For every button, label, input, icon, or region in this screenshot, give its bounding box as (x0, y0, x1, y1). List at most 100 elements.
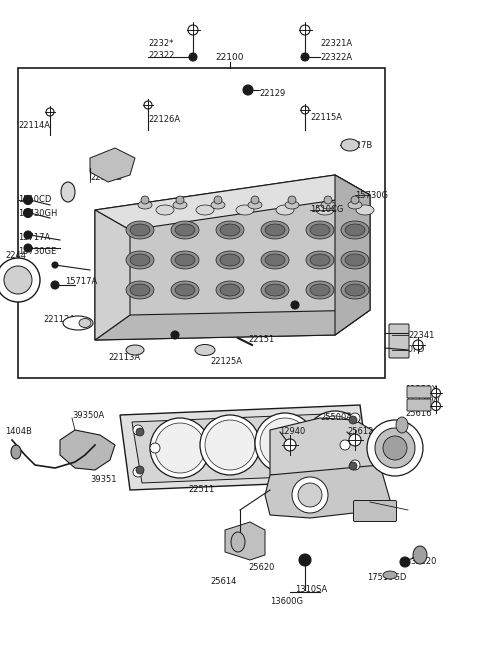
Circle shape (136, 428, 144, 436)
Ellipse shape (126, 345, 144, 355)
Text: 12940: 12940 (279, 428, 305, 436)
Ellipse shape (126, 251, 154, 269)
Text: 22126A: 22126A (148, 116, 180, 124)
Ellipse shape (285, 201, 299, 209)
FancyBboxPatch shape (353, 501, 396, 522)
Bar (18, 68, 385, 378)
Circle shape (367, 420, 423, 476)
Circle shape (284, 439, 296, 451)
Ellipse shape (126, 221, 154, 239)
Ellipse shape (130, 254, 150, 266)
Ellipse shape (276, 205, 294, 215)
Text: 22151: 22151 (248, 336, 274, 344)
Circle shape (176, 196, 184, 204)
Text: 22127B: 22127B (340, 141, 372, 150)
Ellipse shape (310, 224, 330, 236)
Circle shape (291, 301, 299, 309)
Polygon shape (95, 210, 130, 340)
Circle shape (150, 443, 160, 453)
Polygon shape (120, 405, 370, 490)
Circle shape (349, 462, 357, 470)
Circle shape (52, 262, 58, 268)
FancyBboxPatch shape (389, 324, 409, 358)
Ellipse shape (126, 281, 154, 299)
Text: 22100: 22100 (216, 53, 244, 62)
Circle shape (324, 196, 332, 204)
Circle shape (375, 428, 415, 468)
Circle shape (141, 196, 149, 204)
Circle shape (260, 418, 310, 468)
Ellipse shape (310, 284, 330, 296)
Ellipse shape (216, 221, 244, 239)
Ellipse shape (265, 284, 285, 296)
FancyBboxPatch shape (407, 386, 431, 398)
Ellipse shape (171, 221, 199, 239)
Text: 39351: 39351 (90, 476, 117, 484)
Text: 22341: 22341 (408, 330, 434, 340)
Text: 1510CG: 1510CG (310, 206, 343, 214)
Ellipse shape (383, 571, 397, 579)
Ellipse shape (265, 254, 285, 266)
Ellipse shape (341, 139, 359, 151)
Circle shape (51, 281, 59, 289)
Circle shape (350, 460, 360, 470)
Ellipse shape (195, 344, 215, 355)
Circle shape (340, 440, 350, 450)
Polygon shape (95, 310, 370, 340)
Ellipse shape (356, 205, 374, 215)
Circle shape (136, 466, 144, 474)
Ellipse shape (261, 221, 289, 239)
Ellipse shape (171, 251, 199, 269)
Ellipse shape (220, 284, 240, 296)
Circle shape (243, 85, 253, 95)
Circle shape (292, 477, 328, 513)
Text: 2232*: 2232* (148, 39, 173, 47)
Text: 25500A: 25500A (320, 413, 352, 422)
Text: 22129: 22129 (259, 89, 285, 97)
Circle shape (251, 196, 259, 204)
Text: 15717A: 15717A (65, 277, 97, 286)
Circle shape (350, 413, 360, 423)
Polygon shape (270, 418, 380, 475)
Text: 15730G: 15730G (355, 191, 388, 200)
Ellipse shape (175, 224, 195, 236)
Ellipse shape (171, 281, 199, 299)
Ellipse shape (79, 319, 91, 327)
Circle shape (188, 25, 198, 35)
Circle shape (310, 416, 360, 466)
Ellipse shape (175, 284, 195, 296)
Circle shape (214, 196, 222, 204)
Circle shape (300, 25, 310, 35)
Text: 39350A: 39350A (72, 411, 104, 420)
Text: 22125A: 22125A (210, 357, 242, 365)
Circle shape (288, 196, 296, 204)
Circle shape (205, 420, 255, 470)
Ellipse shape (130, 224, 150, 236)
Polygon shape (225, 522, 265, 560)
Ellipse shape (348, 201, 362, 209)
Ellipse shape (396, 417, 408, 433)
Ellipse shape (130, 284, 150, 296)
Text: 17510GD: 17510GD (367, 572, 407, 581)
Ellipse shape (413, 546, 427, 564)
Ellipse shape (341, 281, 369, 299)
Ellipse shape (321, 201, 335, 209)
Circle shape (46, 108, 54, 116)
Circle shape (255, 413, 315, 473)
Ellipse shape (63, 316, 93, 330)
Polygon shape (132, 413, 360, 483)
Ellipse shape (173, 201, 187, 209)
Text: 1510CD: 1510CD (18, 196, 51, 204)
Ellipse shape (11, 445, 21, 459)
Ellipse shape (231, 532, 245, 552)
Ellipse shape (236, 205, 254, 215)
Ellipse shape (220, 254, 240, 266)
Text: 1140FD: 1140FD (392, 346, 424, 355)
Text: 1404B: 1404B (5, 428, 32, 436)
Circle shape (432, 388, 441, 397)
Ellipse shape (306, 281, 334, 299)
Ellipse shape (211, 201, 225, 209)
Text: 25614: 25614 (210, 578, 236, 587)
Ellipse shape (156, 205, 174, 215)
Text: 22321A: 22321A (320, 39, 352, 47)
